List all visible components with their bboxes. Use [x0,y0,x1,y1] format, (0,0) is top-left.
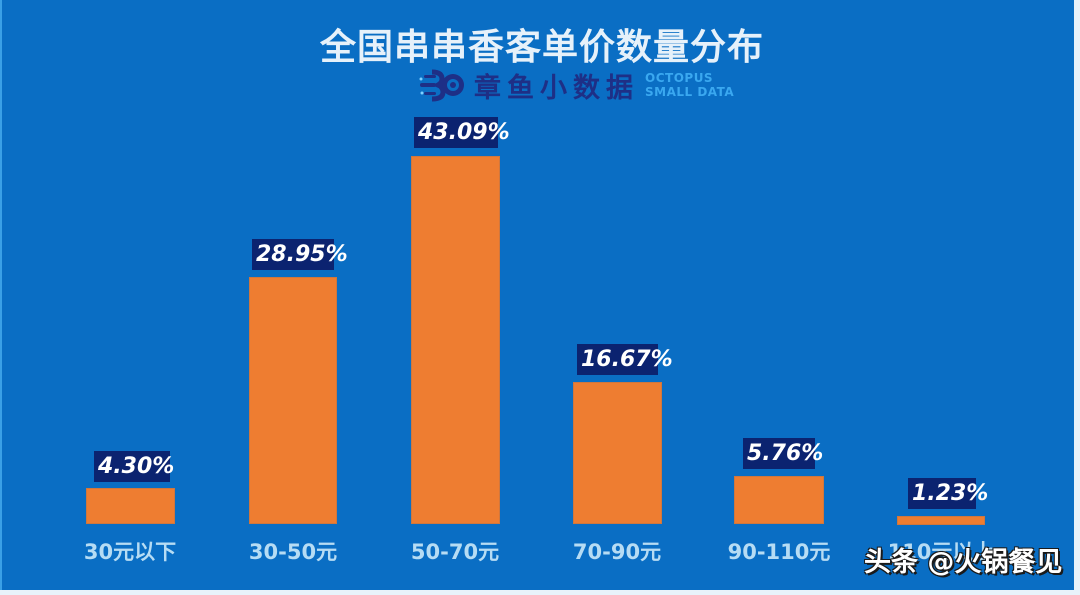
value-label: 1.23% [908,478,988,509]
bar [86,488,175,524]
category-label: 30-50元 [248,540,338,564]
category-label: 70-90元 [572,540,662,564]
value-label: 16.67% [577,344,673,375]
bar [411,156,500,524]
category-label: 110元以上 [887,540,995,564]
brand-name-en: OCTOPUS SMALL DATA [645,71,734,99]
chart-title: 全国串串香客单价数量分布 [319,27,764,68]
bar [573,382,662,524]
brand-name-en-line2: SMALL DATA [645,85,735,99]
value-label: 5.76% [743,438,823,469]
octopus-logo-icon [419,69,464,102]
category-label: 30元以下 [83,540,177,564]
brand-logo-group: 章鱼小数据 OCTOPUS SMALL DATA [418,68,734,104]
value-label: 43.09% [414,117,510,148]
category-label: 90-110元 [727,540,831,564]
brand-name-en-line1: OCTOPUS [645,71,714,85]
value-label: 4.30% [94,451,174,482]
brand-name-cn: 章鱼小数据 [474,72,639,104]
value-label: 28.95% [252,239,348,270]
bar [897,516,985,525]
bar [249,277,337,524]
category-label: 50-70元 [410,540,500,564]
watermark: 头条 @火锅餐见 [864,547,1063,578]
bar [734,476,824,524]
